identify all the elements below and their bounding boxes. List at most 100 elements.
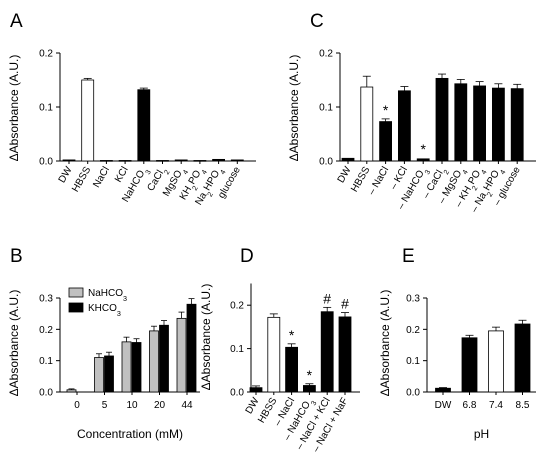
significance-mark: * [289, 327, 295, 343]
bar [491, 87, 505, 162]
y-tick-label: 0.2 [39, 49, 53, 60]
x-tick-label: KCl [113, 165, 131, 184]
y-tick-label: 0.0 [39, 388, 53, 399]
legend-label: KHCO3 [88, 303, 121, 318]
bar [159, 324, 169, 393]
legend-swatch [68, 302, 84, 313]
y-tick-label: 0.3 [39, 294, 53, 305]
bar [285, 346, 299, 393]
x-tick-label: HBSS [70, 165, 93, 194]
subscript: 4 [199, 168, 209, 176]
bar [230, 159, 244, 162]
subscript: 2 [161, 168, 171, 176]
bar [473, 85, 487, 162]
subscript: 4 [497, 168, 507, 176]
bar [104, 355, 114, 393]
subscript: 3 [117, 309, 121, 318]
significance-mark: # [323, 290, 331, 306]
bar [267, 316, 281, 393]
bar [514, 323, 531, 393]
y-axis-label: ΔAbsorbance (A.U.) [7, 55, 21, 162]
legend-label: NaHCO3 [88, 288, 127, 303]
significance-mark: # [341, 296, 349, 312]
x-tick-label: 6.8 [463, 400, 477, 411]
bar [121, 341, 132, 393]
y-tick-label: 0.3 [406, 294, 420, 305]
bar [137, 89, 151, 162]
subscript: 2 [190, 184, 200, 192]
y-tick-label: 0.1 [230, 344, 244, 355]
subscript: 2 [441, 168, 451, 176]
y-tick-label: 0.0 [319, 157, 333, 168]
bar [320, 311, 334, 393]
bar [131, 342, 142, 393]
label-part: 7.4 [489, 400, 503, 411]
subscript: 4 [478, 168, 488, 176]
y-axis-label: ΔAbsorbance (A.U.) [378, 290, 392, 397]
x-tick-label: 0 [74, 400, 80, 411]
panel-letter: C [310, 11, 324, 32]
significance-mark: * [383, 102, 389, 118]
label-part: DW [336, 165, 354, 185]
bar [510, 88, 524, 162]
label-part: DW [435, 400, 452, 411]
label-part: 6.8 [463, 400, 477, 411]
x-tick-label: DW [435, 400, 452, 411]
subscript: 3 [123, 294, 127, 303]
label-part: NaCl [91, 165, 112, 190]
subscript: 2 [205, 190, 215, 198]
y-tick-label: 0.0 [406, 388, 420, 399]
y-tick-label: 0.2 [406, 325, 420, 336]
panel-letter: E [402, 246, 415, 267]
subscript: 2 [469, 184, 479, 192]
y-tick-label: 0.2 [319, 49, 333, 60]
y-axis-label: ΔAbsorbance (A.U.) [199, 284, 213, 391]
panel-letter: B [10, 246, 23, 267]
label-part: 8.5 [516, 400, 530, 411]
subscript: 2 [484, 190, 494, 198]
bar [66, 389, 77, 393]
y-axis-label: ΔAbsorbance (A.U.) [287, 55, 301, 162]
label-part: HBSS [70, 165, 93, 194]
subscript: 3 [422, 168, 432, 176]
x-tick-label: 8.5 [516, 400, 530, 411]
bar [62, 159, 76, 162]
bar [435, 387, 451, 393]
label-part: KCl [113, 165, 131, 184]
bar [249, 387, 263, 393]
y-tick-label: 0.2 [39, 325, 53, 336]
bar [461, 337, 478, 393]
bar [360, 86, 374, 162]
x-tick-label: 7.4 [489, 400, 503, 411]
panel-letter: A [10, 11, 23, 32]
x-tick-label: NaCl [91, 165, 112, 190]
bar [302, 385, 316, 393]
bar [488, 330, 504, 393]
label-part: DW [57, 165, 75, 185]
significance-mark: * [307, 367, 313, 383]
bar [174, 159, 188, 162]
x-axis-label: Concentration (mM) [77, 427, 183, 441]
y-tick-label: 0.1 [39, 103, 53, 114]
panel-letter: D [240, 246, 254, 267]
x-tick-label: 5 [102, 400, 108, 411]
bar [341, 157, 355, 162]
subscript: 3 [143, 168, 153, 176]
x-tick-label: 10 [126, 400, 138, 411]
bar [94, 357, 104, 393]
y-tick-label: 0.0 [39, 157, 53, 168]
x-tick-label: DW [336, 165, 354, 185]
x-tick-label: 20 [154, 400, 166, 411]
label-part: KHCO [88, 303, 117, 314]
y-axis-label: ΔAbsorbance (A.U.) [7, 290, 21, 397]
bar [435, 77, 449, 162]
subscript: 4 [180, 168, 190, 176]
x-tick-label: 44 [181, 400, 193, 411]
legend-swatch [68, 287, 84, 298]
y-tick-label: 0.2 [230, 301, 244, 312]
y-tick-label: 0.1 [406, 356, 420, 367]
bar [176, 317, 187, 393]
bar [338, 316, 352, 393]
